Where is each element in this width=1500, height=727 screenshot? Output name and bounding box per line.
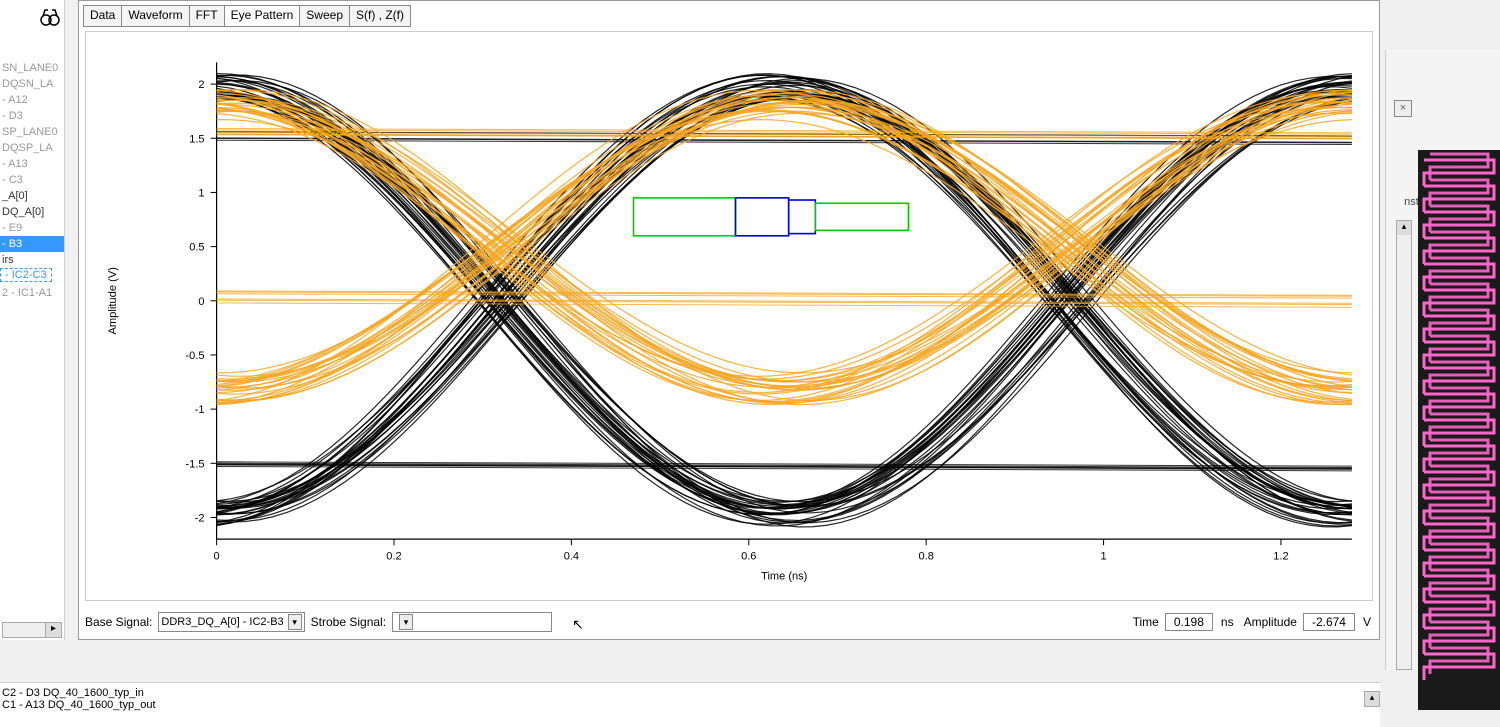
svg-text:1: 1 <box>1100 550 1106 562</box>
signal-item[interactable]: DQSP_LA <box>0 140 64 156</box>
svg-text:-1.5: -1.5 <box>186 458 205 470</box>
signal-item[interactable]: irs <box>0 252 64 268</box>
amplitude-label: Amplitude <box>1242 615 1299 629</box>
signal-item[interactable]: - C3 <box>0 172 64 188</box>
signal-item[interactable]: SP_LANE0 <box>0 124 64 140</box>
svg-text:1.2: 1.2 <box>1273 550 1288 562</box>
svg-text:1: 1 <box>198 187 204 199</box>
svg-text:0: 0 <box>214 550 220 562</box>
tab-eye-pattern[interactable]: Eye Pattern <box>224 5 301 27</box>
plot-status-bar: Base Signal: DDR3_DQ_A[0] - IC2-B3 ▾ Str… <box>83 609 1375 635</box>
signal-item[interactable]: - A12 <box>0 92 64 108</box>
strobe-signal-label: Strobe Signal: <box>309 615 388 629</box>
svg-text:-2: -2 <box>195 512 205 524</box>
scroll-right-arrow[interactable]: ▸ <box>45 623 61 637</box>
main-plot-panel: DataWaveformFFTEye PatternSweepS(f) , Z(… <box>78 0 1380 640</box>
signal-item[interactable]: - E9 <box>0 220 64 236</box>
signal-item[interactable]: - A13 <box>0 156 64 172</box>
signal-item[interactable]: 2 - IC1-A1 <box>0 285 64 301</box>
svg-text:Time (ns): Time (ns) <box>761 571 807 583</box>
amplitude-unit: V <box>1359 615 1375 629</box>
signal-item[interactable]: - D3 <box>0 108 64 124</box>
signal-item[interactable]: SN_LANE0 <box>0 60 64 76</box>
svg-text:Amplitude (V): Amplitude (V) <box>107 267 119 335</box>
tab-sweep[interactable]: Sweep <box>299 5 350 27</box>
tab-s-f-z-f-[interactable]: S(f) , Z(f) <box>349 5 411 27</box>
chevron-down-icon: ▾ <box>288 614 302 630</box>
svg-text:0.4: 0.4 <box>564 550 579 562</box>
view-tabs: DataWaveformFFTEye PatternSweepS(f) , Z(… <box>83 5 410 27</box>
tab-fft[interactable]: FFT <box>189 5 225 27</box>
pcb-view-panel: × nst... ▴ <box>1385 50 1500 670</box>
binoculars-icon[interactable] <box>40 8 60 26</box>
result-row[interactable]: C2 - D3 DQ_40_1600_typ_in <box>2 687 1378 699</box>
pcb-trace-view[interactable] <box>1418 150 1500 710</box>
svg-text:1.5: 1.5 <box>189 133 204 145</box>
time-unit: ns <box>1217 615 1238 629</box>
svg-text:2: 2 <box>198 79 204 91</box>
signal-item[interactable]: DQSN_LA <box>0 76 64 92</box>
tab-data[interactable]: Data <box>83 5 122 27</box>
results-list: C2 - D3 DQ_40_1600_typ_inC1 - A13 DQ_40_… <box>0 682 1380 727</box>
signal-item[interactable]: - IC2-C3 <box>0 268 52 282</box>
svg-text:0.6: 0.6 <box>741 550 756 562</box>
signal-item[interactable]: - B3 <box>0 236 64 252</box>
signal-panel-hscroll[interactable]: ▸ <box>2 622 62 638</box>
svg-text:0.8: 0.8 <box>918 550 933 562</box>
result-row[interactable]: C1 - A13 DQ_40_1600_typ_out <box>2 699 1378 711</box>
time-value: 0.198 <box>1165 613 1213 631</box>
svg-text:0.5: 0.5 <box>189 242 204 254</box>
pcb-vscroll[interactable]: ▴ <box>1396 220 1412 670</box>
strobe-signal-select[interactable]: ▾ <box>392 612 552 632</box>
signal-tree-panel: SN_LANE0DQSN_LA- A12- D3SP_LANE0DQSP_LA-… <box>0 0 65 640</box>
signal-list: SN_LANE0DQSN_LA- A12- D3SP_LANE0DQSP_LA-… <box>0 60 64 301</box>
tab-waveform[interactable]: Waveform <box>121 5 189 27</box>
svg-text:0.2: 0.2 <box>386 550 401 562</box>
signal-item[interactable]: DQ_A[0] <box>0 204 64 220</box>
time-label: Time <box>1131 615 1161 629</box>
svg-text:0: 0 <box>198 296 204 308</box>
amplitude-value: -2.674 <box>1303 613 1355 631</box>
signal-item[interactable]: _A[0] <box>0 188 64 204</box>
svg-text:-0.5: -0.5 <box>186 350 205 362</box>
results-scroll-up[interactable]: ▴ <box>1364 691 1380 707</box>
close-icon[interactable]: × <box>1394 100 1412 117</box>
chevron-down-icon: ▾ <box>399 614 413 630</box>
svg-text:-1: -1 <box>195 404 205 416</box>
base-signal-label: Base Signal: <box>83 615 154 629</box>
eye-diagram-plot[interactable]: -2 -1.5 -1 -0.5 0 0.5 1 1.5 2 0 0.2 0.4 0.6 0.8 1 1.2 Ti… <box>85 31 1373 601</box>
base-signal-select[interactable]: DDR3_DQ_A[0] - IC2-B3 ▾ <box>158 612 304 632</box>
